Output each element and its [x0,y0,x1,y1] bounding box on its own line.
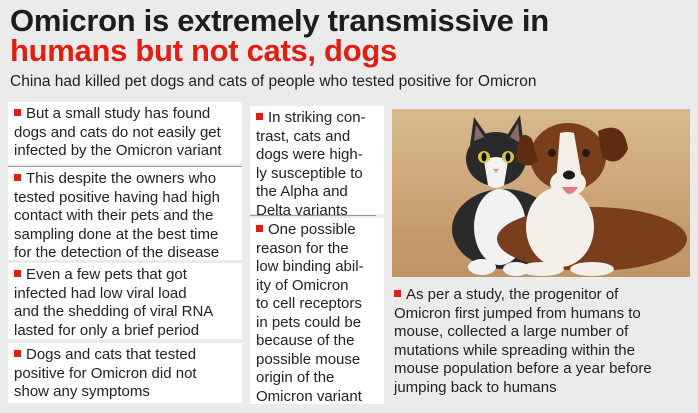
fact-6-line-8: possible mouse [256,350,361,368]
caption-line-5: mouse population before a year before [394,360,652,377]
fact-4-line-3: show any symptoms [14,383,150,400]
fact-box-5: In striking con- trast, cats and dogs we… [250,106,384,219]
fact-6-line-3: low binding abil- [256,258,364,275]
fact-6-line-9: origin of the [256,369,335,386]
caption-line-6: jumping back to humans [394,378,557,396]
fact-1-line-2: dogs and cats do not easily get [14,123,221,141]
fact-6-line-6: in pets could be [256,313,362,331]
fact-2-line-5: for the detection of the disease [14,244,220,261]
fact-6-line-7: because of the [256,332,355,349]
fact-5-line-4: ly susceptible to [256,164,363,182]
fact-5-line-6: Delta variants [256,201,348,219]
divider [250,215,376,216]
bullet-icon [256,225,263,232]
bullet-icon [14,109,21,116]
fact-2-line-2: tested positive having had high [14,188,220,206]
caption-box: As per a study, the progenitor of Omicro… [392,286,690,398]
fact-2-line-3: contact with their pets and the [14,207,214,224]
fact-1-line-1: But a small study has found [26,105,211,122]
fact-3-line-3: and the shedding of viral RNA [14,303,214,320]
caption-line-2: Omicron first jumped from humans to [394,304,641,322]
bullet-icon [14,174,21,181]
divider [8,166,242,167]
fact-box-4: Dogs and cats that tested positive for O… [8,343,242,403]
fact-6-line-5: to cell receptors [256,295,362,312]
fact-4-line-2: positive for Omicron did not [14,364,197,382]
fact-6-line-1: One possible [268,221,356,238]
fact-2-line-4: sampling done at the best time [14,225,219,243]
fact-4-line-1: Dogs and cats that tested [26,346,197,363]
fact-3-line-4: lasted for only a brief period [14,321,200,339]
fact-box-6: One possible reason for the low binding … [250,218,384,405]
bullet-icon [394,290,401,297]
title-line-1: Omicron is extremely transmissive in [10,3,549,38]
fact-3-line-2: infected had low viral load [14,284,187,302]
fact-box-1: But a small study has found dogs and cat… [8,102,242,164]
fact-1-line-3: infected by the Omicron variant [14,142,222,159]
bullet-icon [256,113,263,120]
title-line-2: humans but not cats, dogs [10,33,397,68]
bullet-icon [14,270,21,277]
cat-and-dog-photo [392,109,690,277]
fact-5-line-5: the Alpha and [256,183,348,200]
bullet-icon [14,350,21,357]
page-title: Omicron is extremely transmissive in hum… [10,3,698,68]
fact-5-line-3: dogs were high- [256,146,363,163]
fact-6-line-4: ity of Omicron [256,276,349,294]
caption-line-4: mutations while spreading within the [394,341,635,359]
fact-box-2: This despite the owners who tested posit… [8,167,242,261]
fact-box-3: Even a few pets that got infected had lo… [8,263,242,339]
caption-line-1: As per a study, the progenitor of [406,286,619,303]
caption-line-3: mouse, collected a large number of [394,323,629,340]
fact-6-line-2: reason for the [256,239,349,257]
fact-5-line-1: In striking con- [268,109,366,126]
fact-3-line-1: Even a few pets that got [26,266,187,283]
fact-6-line-10: Omicron variant [256,387,362,405]
subtitle: China had killed pet dogs and cats of pe… [10,73,537,90]
fact-2-line-1: This despite the owners who [26,170,217,187]
fact-5-line-2: trast, cats and [256,127,351,145]
